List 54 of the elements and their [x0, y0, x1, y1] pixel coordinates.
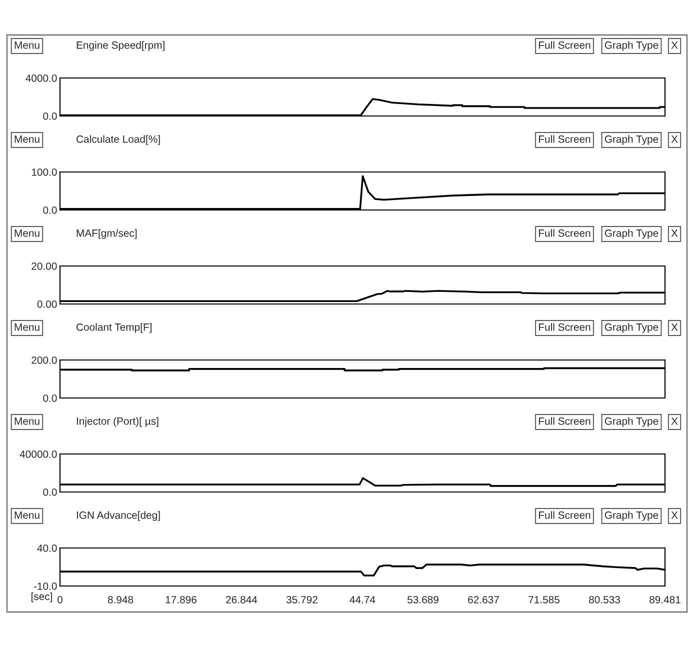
- x-tick-label: 80.533: [589, 596, 620, 604]
- x-tick-label: 0: [58, 596, 62, 604]
- text: Full Screen: [539, 511, 590, 519]
- text: Menu: [14, 230, 40, 237]
- y-tick-label: 4000.0: [26, 74, 57, 82]
- text: Graph Type: [604, 511, 658, 521]
- y-tick-label: -10.0: [34, 582, 57, 590]
- x-tick-label: 44.74: [350, 596, 376, 604]
- text: X: [671, 418, 678, 425]
- text: Full Screen: [539, 417, 590, 425]
- x-tick-label: 71.585: [528, 596, 560, 604]
- y-tick-label: 0.0: [43, 206, 57, 214]
- chart-title: IGN Advance[deg]: [76, 511, 160, 521]
- chart-title: Calculate Load[%]: [76, 135, 160, 145]
- y-tick-label: 20.00: [32, 262, 57, 270]
- y-tick-label: 100.0: [32, 168, 57, 176]
- x-tick-label: 26.844: [226, 596, 258, 604]
- text: X: [671, 324, 678, 331]
- text: X: [671, 512, 678, 519]
- chart-title: Injector (Port)[ µs]: [76, 417, 158, 427]
- x-tick-label: 62.637: [468, 596, 499, 604]
- text: Full Screen: [539, 135, 590, 143]
- y-tick-label: 0.0: [43, 488, 57, 496]
- x-axis-title: [sec]: [31, 592, 52, 602]
- text: Menu: [14, 42, 40, 49]
- y-tick-label: 0.0: [43, 394, 57, 402]
- text: Menu: [14, 512, 40, 519]
- x-tick-label: 53.689: [407, 596, 438, 604]
- x-tick-label: 17.896: [166, 596, 196, 604]
- x-tick-label: 8.948: [108, 596, 134, 604]
- text: Menu: [14, 324, 40, 331]
- text: Menu: [14, 418, 40, 425]
- y-tick-label: 40000.0: [20, 450, 57, 458]
- text: Graph Type: [604, 41, 658, 51]
- text: X: [671, 42, 678, 49]
- text: X: [671, 136, 678, 143]
- text: Graph Type: [604, 135, 658, 145]
- text: X: [671, 230, 678, 237]
- chart-title: Coolant Temp[F]: [76, 323, 152, 333]
- y-tick-label: 0.0: [43, 112, 57, 120]
- text: Menu: [14, 136, 40, 143]
- y-tick-label: 40.0: [37, 544, 57, 552]
- x-tick-label: 35.792: [286, 596, 318, 604]
- text: Full Screen: [539, 41, 590, 49]
- text: Graph Type: [604, 323, 658, 333]
- chart-title: MAF[gm/sec]: [76, 229, 137, 239]
- y-tick-label: 0.00: [37, 300, 57, 308]
- y-tick-label: 200.0: [32, 356, 57, 364]
- chart-title: Engine Speed[rpm]: [76, 41, 164, 51]
- text: Full Screen: [539, 229, 590, 237]
- text: Graph Type: [604, 417, 658, 427]
- text: Full Screen: [539, 323, 590, 331]
- text: Graph Type: [604, 229, 658, 239]
- x-tick-label: 89.481: [650, 596, 680, 604]
